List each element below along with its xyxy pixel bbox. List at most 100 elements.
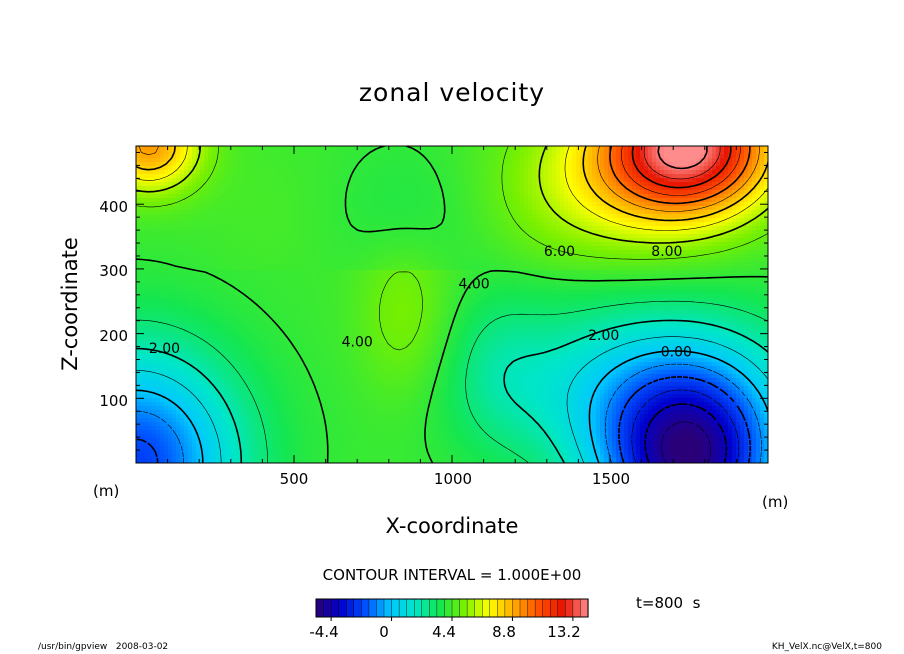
field-cell xyxy=(460,206,465,211)
field-cell xyxy=(760,218,765,223)
field-cell xyxy=(248,166,253,171)
field-cell xyxy=(728,234,733,239)
field-cell xyxy=(424,198,429,203)
field-cell xyxy=(356,170,361,175)
field-cell xyxy=(648,266,653,271)
field-cell xyxy=(436,166,441,171)
field-cell xyxy=(308,254,313,259)
field-cell xyxy=(460,162,465,167)
field-cell xyxy=(280,178,285,183)
field-cell xyxy=(444,166,449,171)
field-cell xyxy=(388,250,393,255)
field-cell xyxy=(236,198,241,203)
field-cell xyxy=(396,182,401,187)
field-cell xyxy=(192,146,197,151)
field-cell xyxy=(540,166,545,171)
field-cell xyxy=(192,226,197,231)
field-cell xyxy=(524,270,529,275)
field-cell xyxy=(564,150,569,155)
field-cell xyxy=(628,210,633,215)
field-cell xyxy=(596,166,601,171)
field-cell xyxy=(420,262,425,267)
field-cell xyxy=(136,178,141,183)
field-cell xyxy=(364,266,369,271)
field-cell xyxy=(328,174,333,179)
field-cell xyxy=(376,266,381,271)
field-cell xyxy=(480,182,485,187)
field-cell xyxy=(468,206,473,211)
field-cell xyxy=(352,230,357,235)
field-cell xyxy=(648,242,653,247)
field-cell xyxy=(360,170,365,175)
field-cell xyxy=(716,258,721,263)
field-cell xyxy=(716,222,721,227)
field-cell xyxy=(448,154,453,159)
field-cell xyxy=(484,226,489,231)
field-cell xyxy=(456,206,461,211)
field-cell xyxy=(736,146,741,151)
field-cell xyxy=(236,174,241,179)
field-cell xyxy=(224,146,229,151)
field-cell xyxy=(624,150,629,155)
field-cell xyxy=(224,198,229,203)
field-cell xyxy=(476,238,481,243)
field-cell xyxy=(600,174,605,179)
field-cell xyxy=(332,262,337,267)
field-cell xyxy=(516,150,521,155)
field-cell xyxy=(380,258,385,263)
field-cell xyxy=(436,218,441,223)
field-cell xyxy=(140,182,145,187)
field-cell xyxy=(736,194,741,199)
field-cell xyxy=(328,206,333,211)
field-cell xyxy=(500,206,505,211)
field-cell xyxy=(672,190,677,195)
field-cell xyxy=(376,258,381,263)
field-cell xyxy=(328,166,333,171)
field-cell xyxy=(216,262,221,267)
field-cell xyxy=(348,238,353,243)
field-cell xyxy=(312,182,317,187)
field-cell xyxy=(200,242,205,247)
field-cell xyxy=(256,250,261,255)
field-cell xyxy=(748,162,753,167)
field-cell xyxy=(604,190,609,195)
field-cell xyxy=(496,178,501,183)
field-cell xyxy=(588,182,593,187)
field-cell xyxy=(320,266,325,271)
field-cell xyxy=(388,258,393,263)
field-cell xyxy=(356,198,361,203)
field-cell xyxy=(328,186,333,191)
field-cell xyxy=(280,190,285,195)
field-cell xyxy=(584,210,589,215)
field-cell xyxy=(168,266,173,271)
field-cell xyxy=(188,154,193,159)
field-cell xyxy=(600,222,605,227)
field-cell xyxy=(324,162,329,167)
field-cell xyxy=(416,214,421,219)
field-cell xyxy=(732,258,737,263)
field-cell xyxy=(312,254,317,259)
field-cell xyxy=(312,270,317,275)
field-cell xyxy=(612,266,617,271)
field-cell xyxy=(660,206,665,211)
field-cell xyxy=(360,146,365,151)
field-cell xyxy=(640,234,645,239)
field-cell xyxy=(204,222,209,227)
field-cell xyxy=(336,258,341,263)
field-cell xyxy=(272,186,277,191)
field-cell xyxy=(240,206,245,211)
field-cell xyxy=(160,246,165,251)
field-cell xyxy=(424,146,429,151)
field-cell xyxy=(256,246,261,251)
field-cell xyxy=(236,190,241,195)
field-cell xyxy=(572,178,577,183)
field-cell xyxy=(228,162,233,167)
field-cell xyxy=(304,198,309,203)
field-cell xyxy=(340,206,345,211)
field-cell xyxy=(572,198,577,203)
field-cell xyxy=(304,210,309,215)
field-cell xyxy=(188,270,193,275)
field-cell xyxy=(564,230,569,235)
field-cell xyxy=(156,218,161,223)
field-cell xyxy=(296,250,301,255)
